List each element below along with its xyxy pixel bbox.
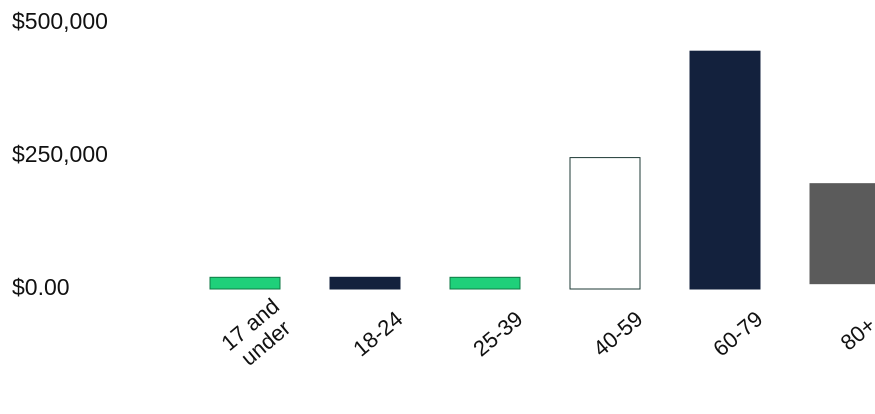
bar bbox=[329, 276, 401, 290]
x-tick-label: 40-59 bbox=[588, 306, 647, 361]
x-tick-label-line: 18-24 bbox=[348, 306, 407, 361]
x-tick-label: 18-24 bbox=[348, 306, 407, 361]
x-tick-label-line: 25-39 bbox=[468, 306, 527, 361]
x-tick-label-line: 80+ bbox=[836, 312, 875, 355]
y-axis: $0.00 $250,000 $500,000 bbox=[12, 8, 108, 300]
bars bbox=[209, 50, 875, 290]
x-tick-label: 25-39 bbox=[468, 306, 527, 361]
bar bbox=[809, 183, 875, 285]
x-tick-label-line: 40-59 bbox=[588, 306, 647, 361]
bar bbox=[689, 50, 761, 290]
bar bbox=[209, 276, 281, 290]
bar bbox=[449, 276, 521, 290]
y-tick-label: $500,000 bbox=[12, 8, 108, 34]
x-tick-label-line: 60-79 bbox=[708, 306, 767, 361]
y-tick-label: $250,000 bbox=[12, 141, 108, 167]
x-tick-label: 60-79 bbox=[708, 306, 767, 361]
y-tick-label: $0.00 bbox=[12, 274, 70, 300]
bar bbox=[569, 157, 641, 290]
x-tick-label: 80+ bbox=[836, 312, 875, 355]
